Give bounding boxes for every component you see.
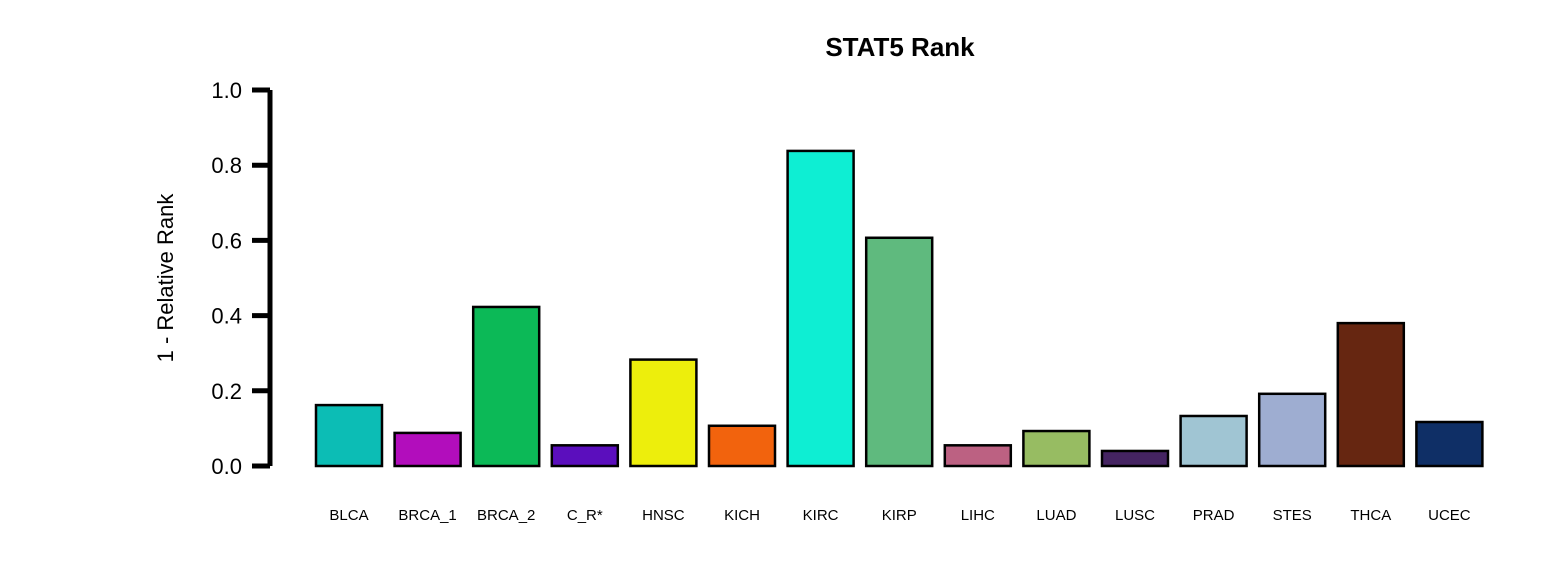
bar-prad <box>1179 414 1248 468</box>
x-tick-label: BLCA <box>329 507 368 524</box>
x-tick-label: LUAD <box>1036 507 1076 524</box>
x-tick-label: KICH <box>724 507 760 524</box>
bars <box>314 149 1484 468</box>
bar-hnsc <box>629 358 698 468</box>
x-tick-label: BRCA_1 <box>398 507 456 524</box>
bar-luad <box>1022 429 1091 468</box>
bar-c-r- <box>550 444 620 468</box>
bar-lihc <box>943 444 1013 468</box>
chart-title: STAT5 Rank <box>825 32 975 62</box>
bar-thca <box>1336 321 1406 468</box>
bar-lusc <box>1100 449 1170 468</box>
y-tick-label: 0.0 <box>211 454 242 479</box>
bar-kirc <box>786 149 855 468</box>
y-tick-label: 0.4 <box>211 304 242 329</box>
y-axis: 0.0 0.2 0.4 0.6 0.8 1.0 <box>211 78 273 479</box>
bar-kich <box>707 424 777 468</box>
y-tick-label: 0.2 <box>211 379 242 404</box>
bar-kirp <box>864 236 934 468</box>
x-tick-label: STES <box>1273 507 1312 524</box>
x-axis-labels: BLCA BRCA_1 BRCA_2 C_R* HNSC KICH KIRC KIRP LIHC… <box>329 507 1470 524</box>
x-tick-label: HNSC <box>642 507 685 524</box>
x-tick-label: BRCA_2 <box>477 507 535 524</box>
bar-brca-2 <box>471 305 541 468</box>
x-tick-label: C_R* <box>567 507 603 524</box>
bar-blca <box>314 403 384 468</box>
y-tick-label: 1.0 <box>211 78 242 103</box>
x-tick-label: UCEC <box>1428 507 1471 524</box>
bar-ucec <box>1415 420 1484 468</box>
x-tick-label: LUSC <box>1115 507 1155 524</box>
x-tick-label: KIRP <box>882 507 917 524</box>
y-tick-label: 0.6 <box>211 228 242 253</box>
bar-brca-1 <box>393 431 462 468</box>
y-tick-label: 0.8 <box>211 153 242 178</box>
x-tick-label: THCA <box>1350 507 1391 524</box>
x-tick-label: PRAD <box>1193 507 1235 524</box>
bar-stes <box>1257 392 1327 468</box>
y-axis-label: 1 - Relative Rank <box>153 193 178 363</box>
x-tick-label: LIHC <box>961 507 995 524</box>
x-tick-label: KIRC <box>803 507 839 524</box>
